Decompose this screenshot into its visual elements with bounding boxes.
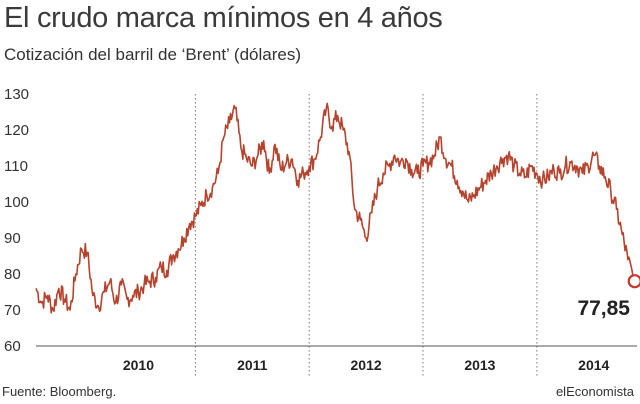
chart-title: El crudo marca mínimos en 4 años [4, 2, 443, 34]
x-tick-label: 2013 [464, 357, 495, 373]
y-tick-label: 120 [4, 122, 29, 139]
y-tick-label: 130 [4, 86, 29, 103]
y-tick-label: 90 [4, 230, 21, 247]
y-tick-label: 70 [4, 302, 21, 319]
chart-subtitle: Cotización del barril de ‘Brent’ (dólare… [4, 45, 302, 64]
y-tick-label: 110 [4, 158, 28, 175]
y-tick-label: 60 [4, 338, 21, 355]
x-axis-labels: 2010 2011 2012 2013 2014 [123, 357, 610, 373]
brent-price-line [35, 102, 636, 314]
last-value-label: 77,85 [577, 297, 630, 320]
vertical-gridlines [194, 94, 538, 378]
source-note: Fuente: Bloomberg. [2, 384, 117, 399]
publisher-brand: elEconomista [555, 384, 634, 399]
y-tick-label: 80 [4, 266, 21, 283]
x-tick-label: 2012 [351, 357, 382, 373]
y-tick-label: 100 [4, 194, 29, 211]
x-tick-label: 2011 [237, 357, 268, 373]
x-tick-label: 2014 [578, 357, 609, 373]
y-axis-ticks: 60 70 80 90 100 110 120 130 [4, 86, 29, 355]
last-point-marker [627, 274, 640, 289]
x-tick-label: 2010 [123, 357, 154, 373]
